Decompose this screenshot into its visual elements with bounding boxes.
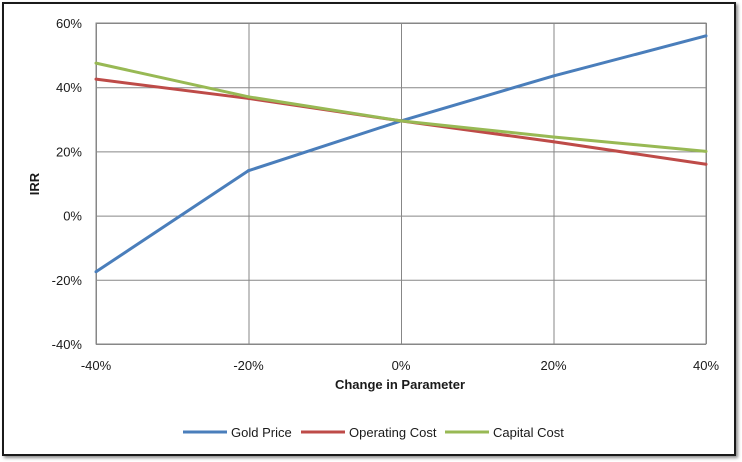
data-point <box>94 270 98 274</box>
y-axis-title: IRR <box>27 172 42 195</box>
data-point <box>94 77 98 81</box>
data-point <box>247 95 250 99</box>
x-tick-label: 20% <box>540 358 566 373</box>
series-lines <box>94 34 708 274</box>
y-tick-label: 60% <box>56 16 82 31</box>
y-tick-label: 0% <box>63 209 82 224</box>
x-tick-label: -20% <box>233 358 264 373</box>
y-axis-ticks: -40% -20% 0% 20% 40% 60% <box>52 16 83 352</box>
x-tick-label: 0% <box>392 358 411 373</box>
data-point <box>94 61 98 65</box>
legend-label: Operating Cost <box>349 425 437 440</box>
data-point <box>552 74 555 78</box>
y-tick-label: -40% <box>52 337 83 352</box>
y-tick-label: 40% <box>56 80 82 95</box>
x-axis-title: Change in Parameter <box>335 377 465 392</box>
x-tick-label: 40% <box>693 358 719 373</box>
data-point <box>704 149 708 153</box>
y-tick-label: -20% <box>52 273 83 288</box>
x-axis-ticks: -40% -20% 0% 20% 40% <box>81 358 720 373</box>
data-point <box>552 140 555 144</box>
legend-label: Gold Price <box>231 425 292 440</box>
data-point <box>399 119 403 123</box>
chart-frame <box>2 2 736 456</box>
data-point <box>552 135 555 139</box>
y-tick-label: 20% <box>56 144 82 159</box>
data-point <box>704 34 708 38</box>
x-tick-label: -40% <box>81 358 112 373</box>
legend-label: Capital Cost <box>493 425 564 440</box>
legend: Gold Price Operating Cost Capital Cost <box>183 425 564 440</box>
data-point <box>247 169 250 173</box>
gridlines <box>95 22 707 345</box>
data-point <box>704 162 708 166</box>
